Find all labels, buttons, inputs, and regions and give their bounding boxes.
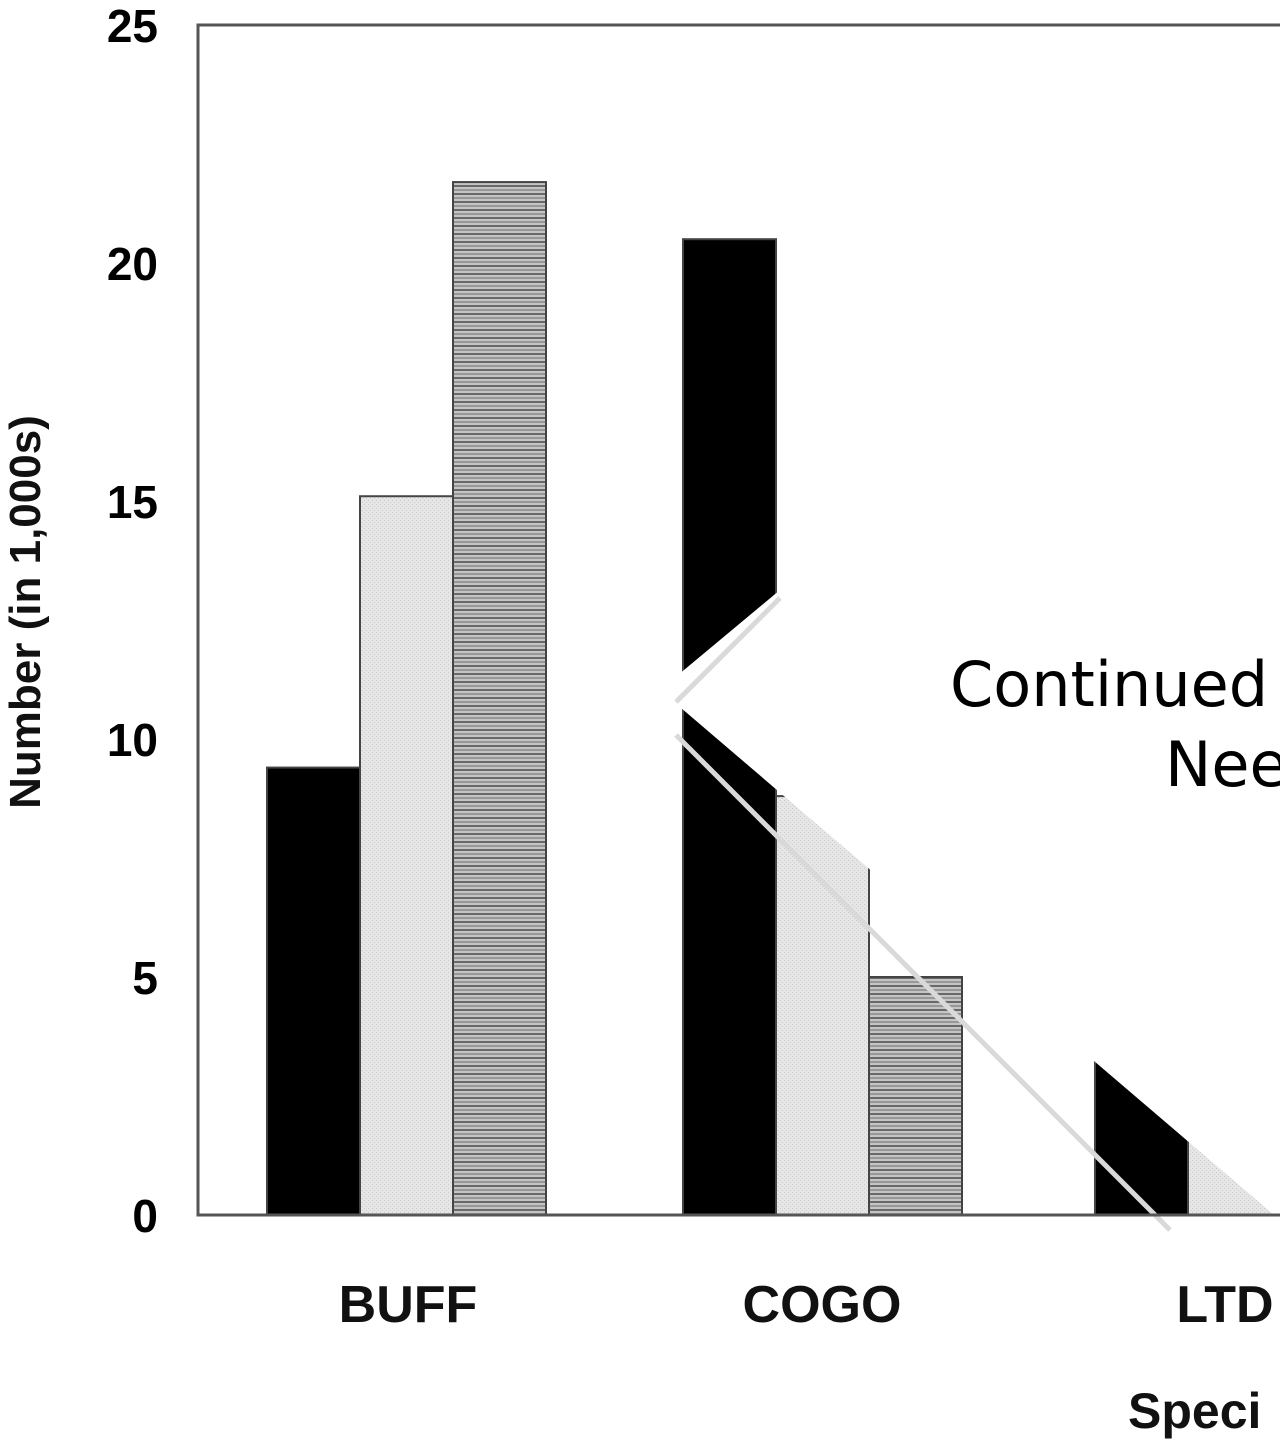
overlay-text-line2: Nee bbox=[1165, 728, 1280, 801]
category-label: BUFF bbox=[339, 1276, 478, 1334]
y-tick-label: 15 bbox=[107, 476, 158, 528]
overlay-diagonal-line bbox=[674, 733, 1172, 1232]
y-axis-label: Number (in 1,000s) bbox=[1, 415, 50, 809]
bar bbox=[359, 495, 454, 1216]
overlay-text-line1: Continued bbox=[950, 648, 1268, 721]
y-axis-ticks: 0 5 10 15 20 25 bbox=[107, 0, 158, 1242]
y-tick-label: 20 bbox=[107, 238, 158, 290]
category-label: LTD bbox=[1176, 1276, 1273, 1334]
bar bbox=[775, 795, 870, 1216]
bar bbox=[452, 181, 547, 1217]
bar bbox=[868, 976, 963, 1216]
x-axis-label: Speci bbox=[1128, 1383, 1261, 1439]
y-tick-label: 10 bbox=[107, 714, 158, 766]
y-tick-label: 0 bbox=[132, 1190, 158, 1242]
overlay-panel bbox=[660, 590, 1280, 1220]
overlay-diagonal-line bbox=[674, 596, 782, 704]
category-label: COGO bbox=[743, 1276, 902, 1334]
category-labels: BUFF COGO LTD bbox=[339, 1276, 1274, 1334]
bar bbox=[266, 766, 361, 1216]
y-tick-label: 5 bbox=[132, 952, 158, 1004]
y-tick-label: 25 bbox=[107, 0, 158, 52]
